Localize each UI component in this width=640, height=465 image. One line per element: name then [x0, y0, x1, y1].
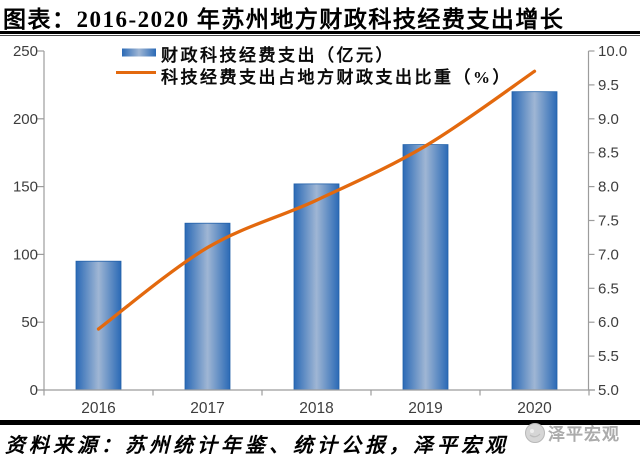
- page-title: 图表：2016-2020 年苏州地方财政科技经费支出增长: [3, 7, 565, 32]
- watermark: 泽平宏观: [524, 420, 620, 445]
- right-tick-label: 5.5: [598, 348, 619, 365]
- right-tick-label: 7.5: [598, 213, 619, 230]
- zeping-avatar-icon: [525, 422, 545, 443]
- axes-group: 0 50 100 150 200 250 5.0 5.5 6.0 6.5 7.0 7.5 8.0 8.5 9…: [13, 43, 627, 417]
- combo-chart: 0 50 100 150 200 250 5.0 5.5 6.0 6.5 7.0 7.5 8.0 8.5 9…: [13, 43, 627, 417]
- line-group: [96, 69, 537, 331]
- right-tick-label: 8.0: [598, 179, 619, 196]
- bars-group: [75, 91, 558, 391]
- x-category-label: 2019: [408, 400, 442, 417]
- footer-divider: [0, 420, 640, 425]
- x-category-label: 2020: [517, 400, 552, 417]
- x-category-label: 2016: [81, 400, 115, 417]
- source-note: 资料来源：苏州统计年鉴、统计公报，泽平宏观: [5, 435, 509, 457]
- bar-2017: [184, 222, 231, 391]
- x-category-label: 2018: [299, 400, 333, 417]
- right-tick-label: 6.5: [598, 280, 619, 297]
- trend-line: [96, 69, 537, 331]
- left-tick-label: 100: [13, 246, 38, 263]
- left-tick-label: 0: [30, 382, 38, 399]
- bar-2019: [402, 144, 449, 391]
- bar-2020: [511, 91, 558, 391]
- right-tick-label: 9.0: [598, 111, 619, 128]
- right-tick-label: 6.0: [598, 314, 619, 331]
- right-tick-label: 7.0: [598, 246, 619, 263]
- bar-2016: [75, 260, 122, 391]
- right-tick-label: 9.5: [598, 77, 619, 94]
- legend-bar-label: 财政科技经费支出（亿元）: [160, 45, 395, 65]
- legend-line-label: 科技经费支出占地方财政支出比重（%）: [161, 67, 512, 87]
- left-tick-label: 250: [13, 43, 38, 60]
- left-tick-label: 200: [13, 111, 38, 128]
- legend-bar-swatch: [122, 48, 156, 57]
- right-tick-label: 10.0: [598, 43, 627, 60]
- legend: 财政科技经费支出（亿元） 科技经费支出占地方财政支出比重（%）: [116, 45, 512, 87]
- watermark-label: 泽平宏观: [548, 425, 620, 444]
- bar-2018: [293, 183, 340, 391]
- right-tick-label: 8.5: [598, 145, 619, 162]
- left-tick-label: 150: [13, 179, 38, 196]
- left-tick-label: 50: [21, 314, 38, 331]
- x-category-label: 2017: [190, 400, 224, 417]
- right-tick-label: 5.0: [598, 382, 619, 399]
- title-divider: [0, 31, 640, 36]
